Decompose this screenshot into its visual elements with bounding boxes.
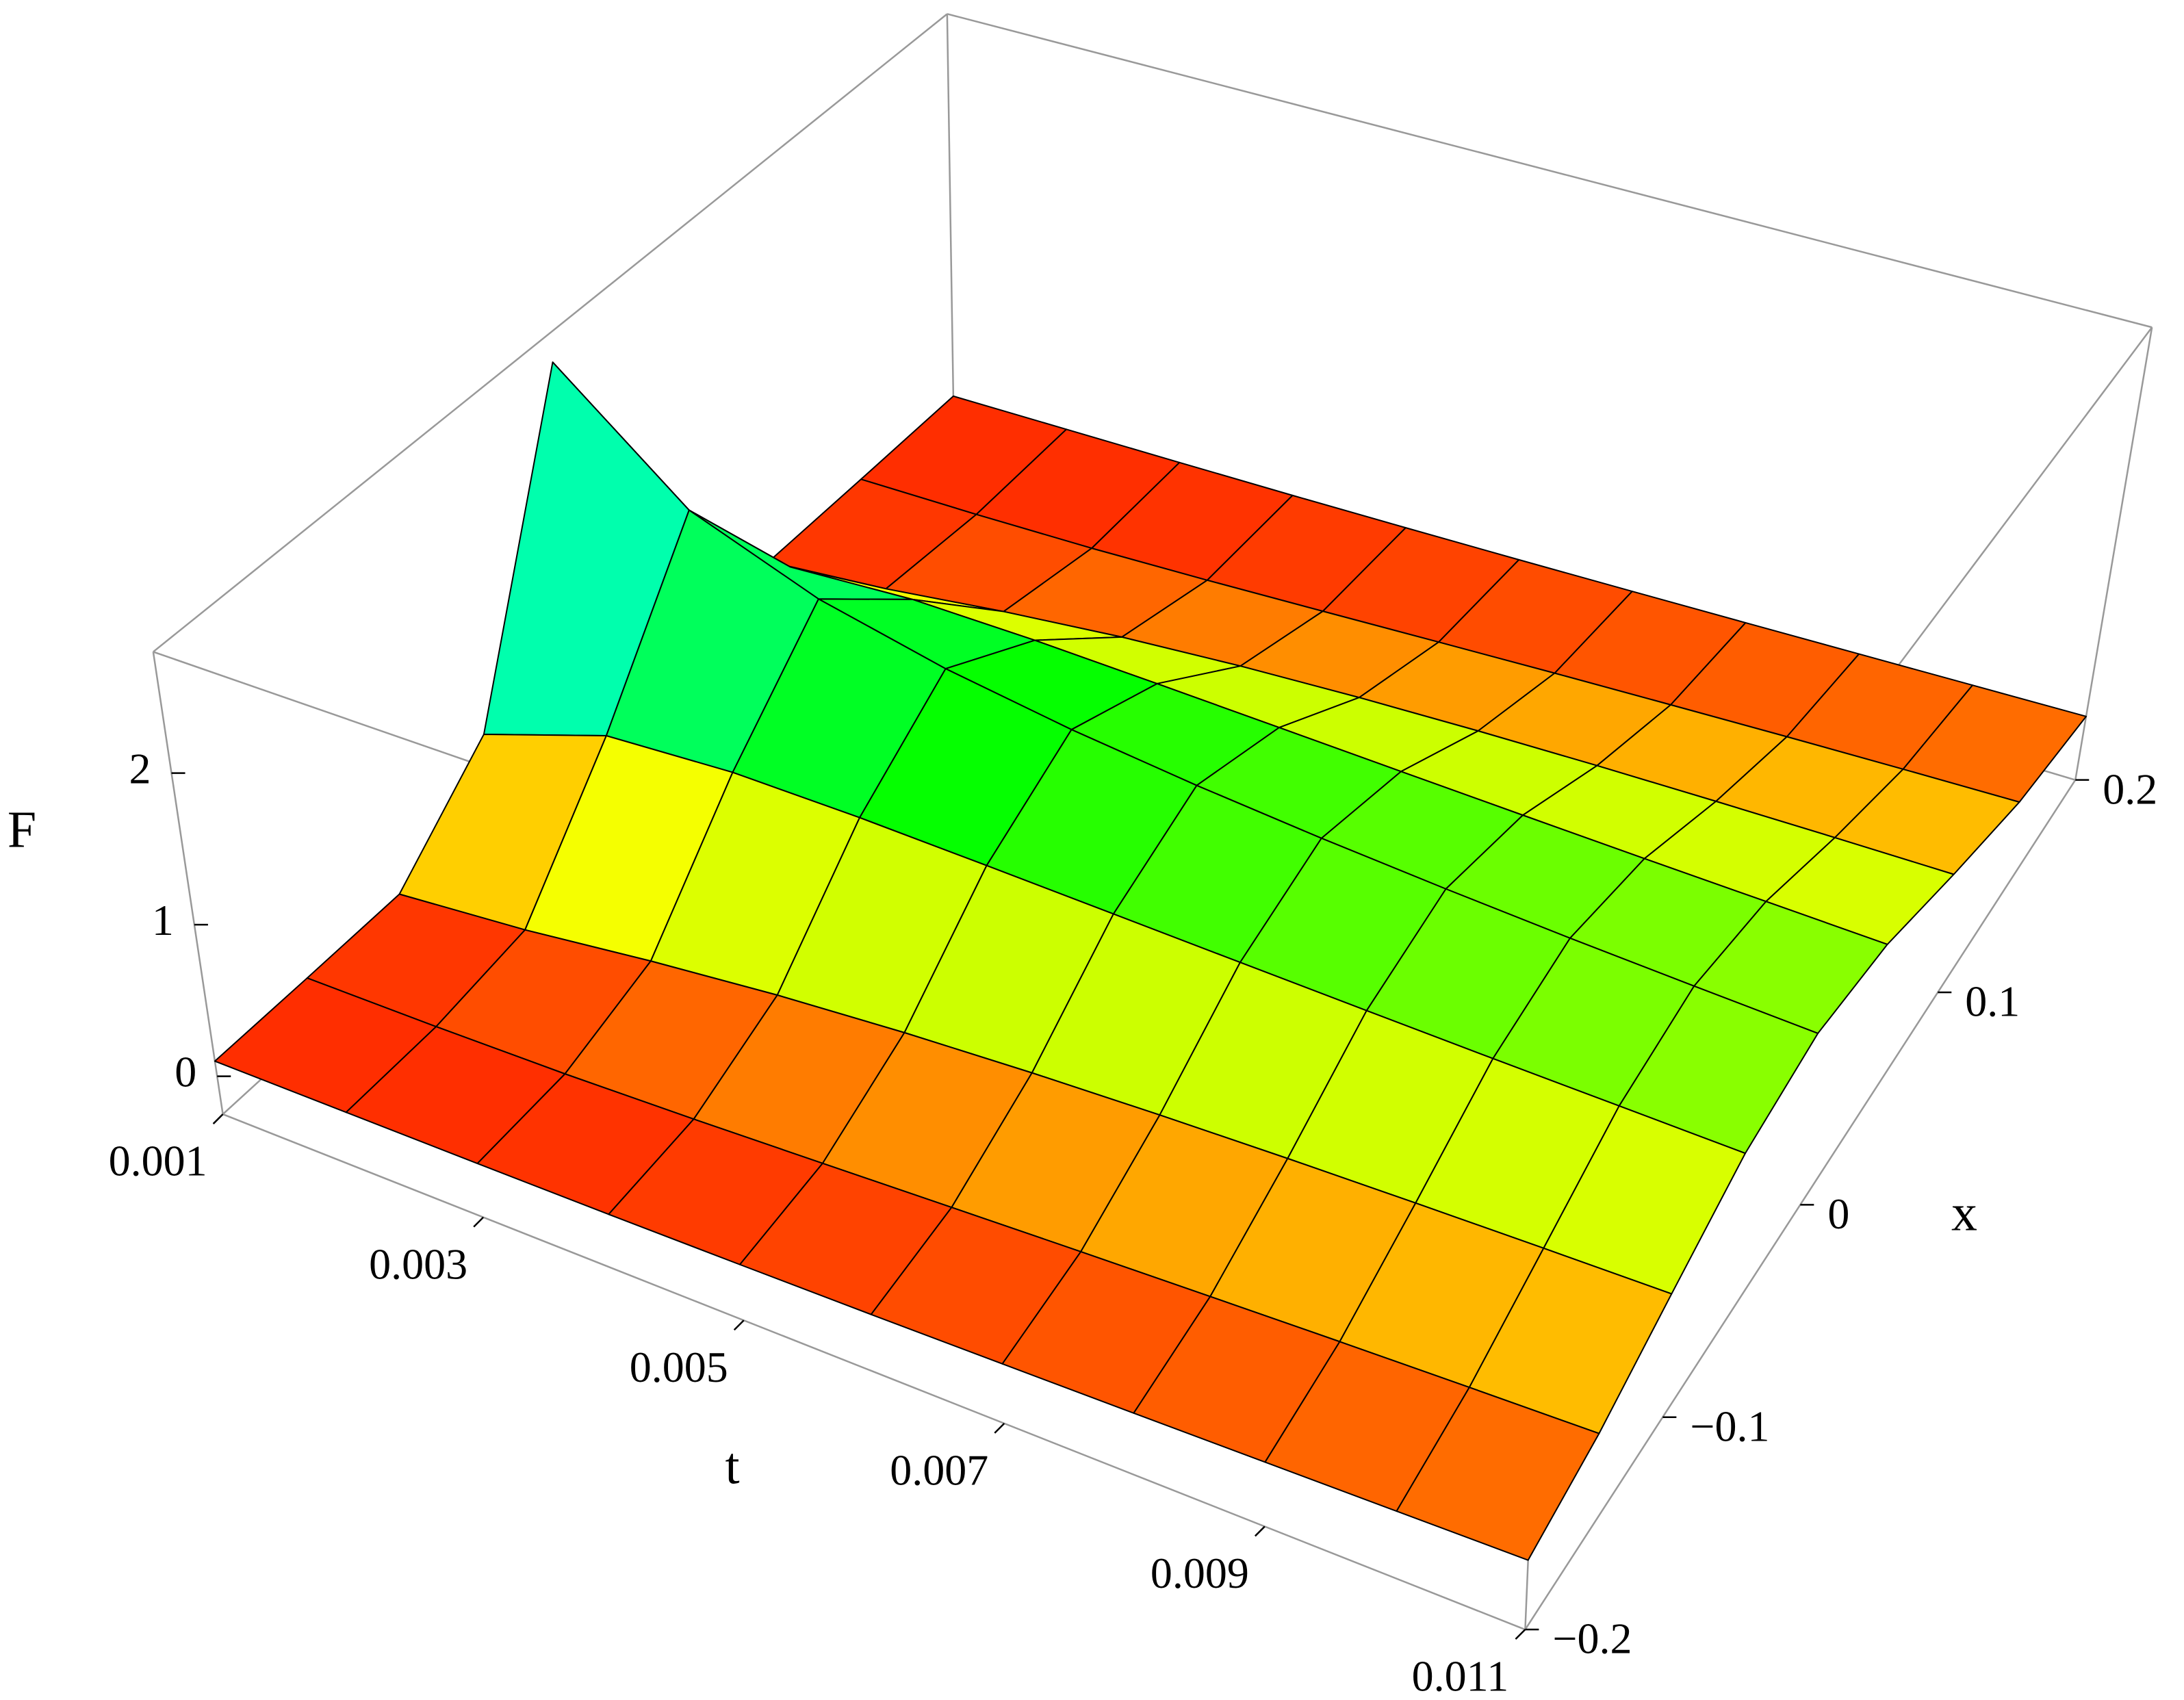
axes: 0.001 0.003 0.005 0.007 0.009 0.011 −0.2 −0.1 0 0…: [109, 744, 2158, 1700]
x-tick-label: −0.2: [1552, 1614, 1632, 1663]
t-tick: [994, 1422, 1005, 1434]
x-tick-label: 0.2: [2103, 764, 2157, 813]
t-tick-label: 0.001: [109, 1137, 207, 1185]
t-tick-label: 0.011: [1412, 1652, 1509, 1700]
t-tick-label: 0.007: [890, 1446, 988, 1495]
box-edge: [946, 14, 955, 446]
z-tick-label: 2: [129, 744, 151, 793]
t-axis-title: t: [725, 1437, 739, 1495]
box-edge: [222, 1113, 1526, 1631]
box-edge: [2074, 327, 2153, 780]
t-tick-label: 0.003: [369, 1239, 467, 1288]
z-tick-label: 0: [175, 1047, 196, 1096]
t-tick: [212, 1113, 224, 1124]
x-tick-label: 0.1: [1965, 977, 2020, 1026]
surface-patch: [1396, 1387, 1600, 1561]
z-axis-title: F: [8, 801, 36, 858]
box-edge: [152, 652, 224, 1115]
x-tick-label: 0: [1827, 1189, 1849, 1238]
z-tick-label: 1: [152, 896, 174, 944]
t-tick: [1515, 1629, 1526, 1640]
surface: [214, 361, 2087, 1561]
t-tick: [1254, 1525, 1266, 1537]
box-edge: [153, 13, 948, 653]
box-edge: [947, 13, 2153, 329]
t-tick: [473, 1216, 485, 1228]
t-tick: [733, 1319, 745, 1331]
t-tick-label: 0.009: [1151, 1549, 1249, 1597]
x-tick-label: −0.1: [1690, 1402, 1769, 1450]
x-axis-title: x: [1951, 1184, 1977, 1241]
t-tick-label: 0.005: [630, 1343, 728, 1391]
